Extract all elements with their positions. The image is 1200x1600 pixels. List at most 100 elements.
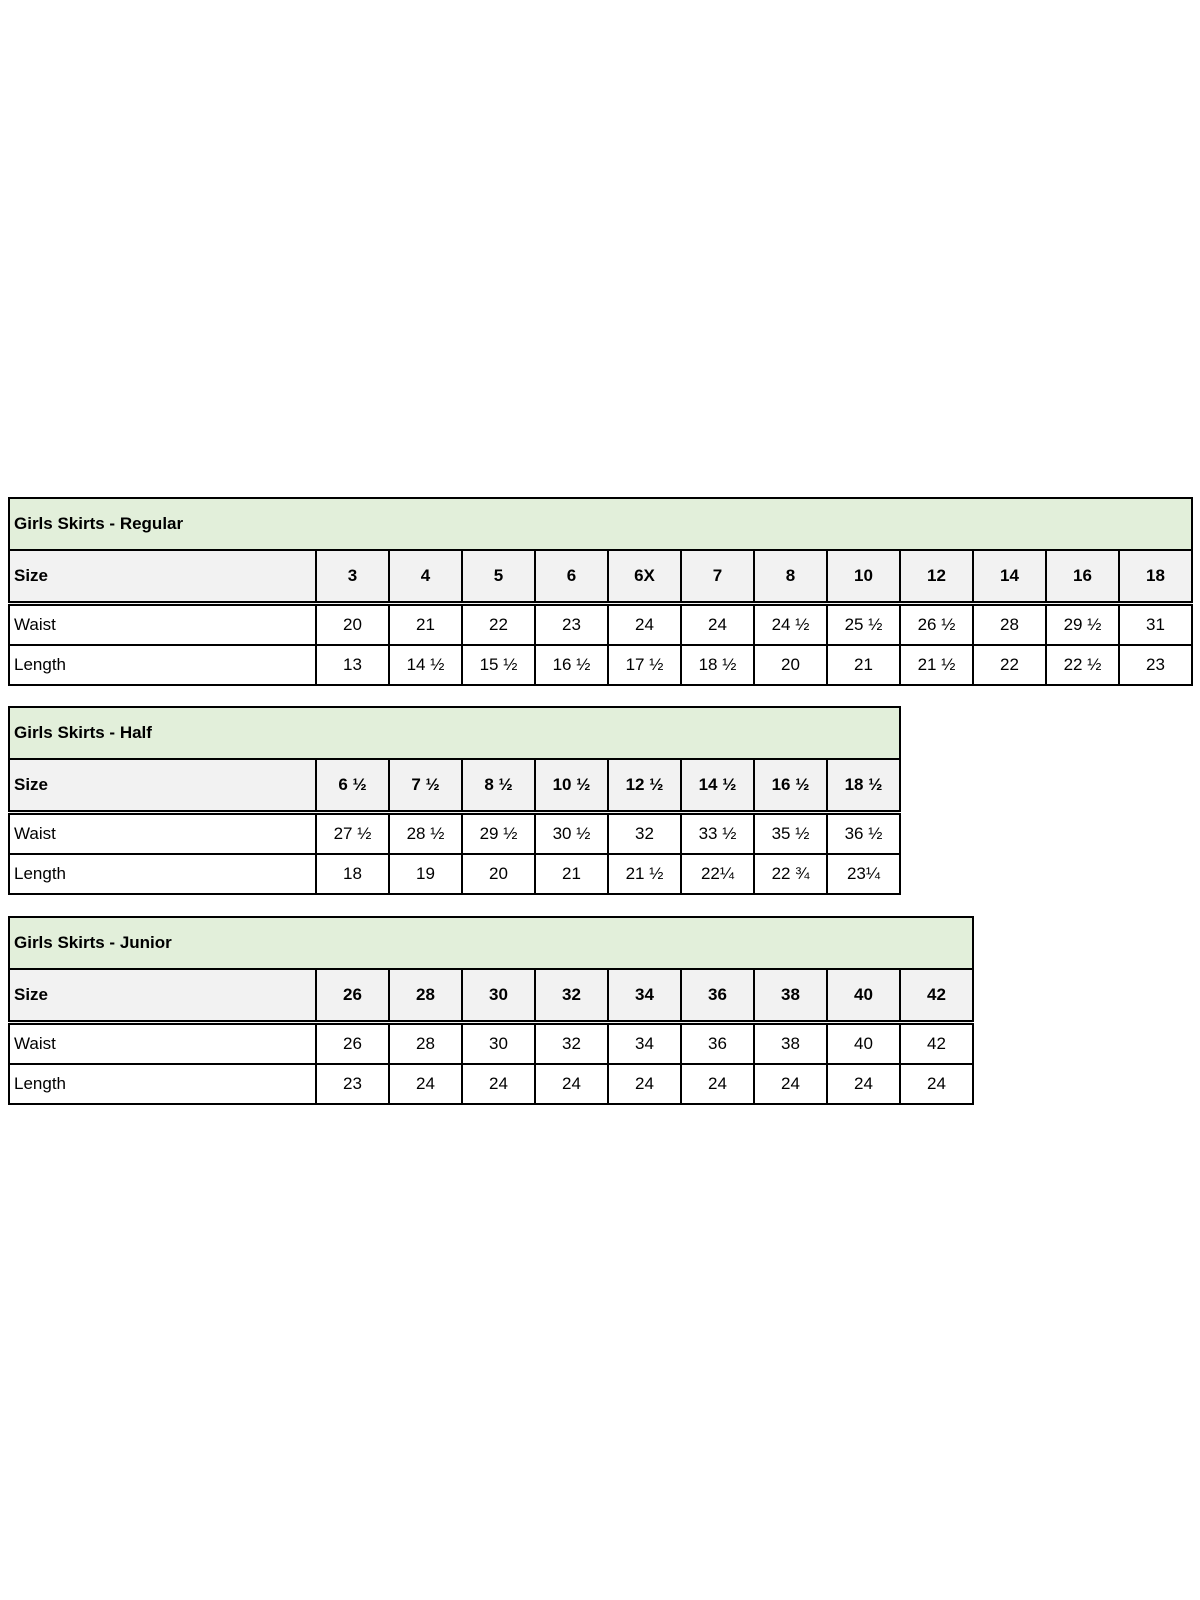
size-header-row: Size 26 28 30 32 34 36 38 40 42 [8, 968, 974, 1025]
measurement-cell: 24 [607, 602, 682, 646]
measurement-cell: 32 [534, 1021, 609, 1065]
row-label: Length [8, 853, 317, 895]
table-title-row: Girls Skirts - Junior [8, 916, 974, 970]
measurement-cell: 18 [315, 853, 390, 895]
measurement-cell: 20 [315, 602, 390, 646]
table-row: Length 18 19 20 21 21 ½ 22¼ 22 ¾ 23¼ [8, 853, 901, 895]
table-row: Waist 26 28 30 32 34 36 38 40 42 [8, 1021, 974, 1065]
size-header-cell: 6 ½ [315, 758, 390, 815]
size-header-cell: 6 [534, 549, 609, 606]
measurement-cell: 23¼ [826, 853, 901, 895]
measurement-cell: 24 [461, 1063, 536, 1105]
size-header-cell: 8 ½ [461, 758, 536, 815]
measurement-cell: 34 [607, 1021, 682, 1065]
size-header-cell: 6X [607, 549, 682, 606]
measurement-cell: 26 [315, 1021, 390, 1065]
measurement-cell: 24 [388, 1063, 463, 1105]
size-label: Size [8, 968, 317, 1025]
row-label: Length [8, 1063, 317, 1105]
size-header-cell: 12 ½ [607, 758, 682, 815]
measurement-cell: 21 [826, 644, 901, 686]
measurement-cell: 23 [315, 1063, 390, 1105]
measurement-cell: 26 ½ [899, 602, 974, 646]
table-title: Girls Skirts - Half [8, 706, 901, 760]
measurement-cell: 40 [826, 1021, 901, 1065]
measurement-cell: 30 [461, 1021, 536, 1065]
size-header-cell: 42 [899, 968, 974, 1025]
measurement-cell: 29 ½ [1045, 602, 1120, 646]
measurement-cell: 24 [607, 1063, 682, 1105]
measurement-cell: 21 ½ [607, 853, 682, 895]
measurement-cell: 24 [899, 1063, 974, 1105]
measurement-cell: 22 [461, 602, 536, 646]
table-row: Waist 27 ½ 28 ½ 29 ½ 30 ½ 32 33 ½ 35 ½ 36 ½ [8, 811, 901, 855]
measurement-cell: 22¼ [680, 853, 755, 895]
measurement-cell: 17 ½ [607, 644, 682, 686]
measurement-cell: 21 [534, 853, 609, 895]
row-label: Waist [8, 602, 317, 646]
measurement-cell: 20 [461, 853, 536, 895]
size-header-cell: 32 [534, 968, 609, 1025]
measurement-cell: 35 ½ [753, 811, 828, 855]
size-header-cell: 10 [826, 549, 901, 606]
size-label: Size [8, 758, 317, 815]
size-header-row: Size 3 4 5 6 6X 7 8 10 12 14 16 18 [8, 549, 1193, 606]
size-header-cell: 30 [461, 968, 536, 1025]
size-header-cell: 16 ½ [753, 758, 828, 815]
measurement-cell: 38 [753, 1021, 828, 1065]
size-header-cell: 36 [680, 968, 755, 1025]
measurement-cell: 30 ½ [534, 811, 609, 855]
size-header-cell: 14 [972, 549, 1047, 606]
row-label: Waist [8, 811, 317, 855]
measurement-cell: 13 [315, 644, 390, 686]
table-title-row: Girls Skirts - Regular [8, 497, 1193, 551]
measurement-cell: 15 ½ [461, 644, 536, 686]
measurement-cell: 36 ½ [826, 811, 901, 855]
size-header-cell: 38 [753, 968, 828, 1025]
size-header-cell: 28 [388, 968, 463, 1025]
size-label: Size [8, 549, 317, 606]
size-header-cell: 18 ½ [826, 758, 901, 815]
measurement-cell: 31 [1118, 602, 1193, 646]
junior-size-table: Girls Skirts - Junior Size 26 28 30 32 34 36 38 4… [8, 916, 974, 1105]
measurement-cell: 22 ¾ [753, 853, 828, 895]
measurement-cell: 21 [388, 602, 463, 646]
size-header-cell: 12 [899, 549, 974, 606]
table-title: Girls Skirts - Junior [8, 916, 974, 970]
measurement-cell: 22 [972, 644, 1047, 686]
table-row: Length 13 14 ½ 15 ½ 16 ½ 17 ½ 18 ½ 20 21 21 ½ 22 22… [8, 644, 1193, 686]
table-title: Girls Skirts - Regular [8, 497, 1193, 551]
measurement-cell: 32 [607, 811, 682, 855]
row-label: Waist [8, 1021, 317, 1065]
measurement-cell: 24 [753, 1063, 828, 1105]
measurement-cell: 21 ½ [899, 644, 974, 686]
measurement-cell: 24 [534, 1063, 609, 1105]
table-row: Waist 20 21 22 23 24 24 24 ½ 25 ½ 26 ½ 28 29 ½ 31 [8, 602, 1193, 646]
size-header-cell: 14 ½ [680, 758, 755, 815]
table-row: Length 23 24 24 24 24 24 24 24 24 [8, 1063, 974, 1105]
measurement-cell: 28 ½ [388, 811, 463, 855]
measurement-cell: 24 [680, 1063, 755, 1105]
regular-size-table: Girls Skirts - Regular Size 3 4 5 6 6X 7 8 10 12 14… [8, 497, 1193, 686]
measurement-cell: 22 ½ [1045, 644, 1120, 686]
row-label: Length [8, 644, 317, 686]
measurement-cell: 33 ½ [680, 811, 755, 855]
measurement-cell: 19 [388, 853, 463, 895]
size-header-cell: 8 [753, 549, 828, 606]
measurement-cell: 24 [680, 602, 755, 646]
measurement-cell: 14 ½ [388, 644, 463, 686]
size-header-cell: 16 [1045, 549, 1120, 606]
measurement-cell: 24 [826, 1063, 901, 1105]
measurement-cell: 27 ½ [315, 811, 390, 855]
size-header-cell: 26 [315, 968, 390, 1025]
measurement-cell: 23 [1118, 644, 1193, 686]
measurement-cell: 23 [534, 602, 609, 646]
measurement-cell: 42 [899, 1021, 974, 1065]
measurement-cell: 36 [680, 1021, 755, 1065]
measurement-cell: 16 ½ [534, 644, 609, 686]
measurement-cell: 28 [388, 1021, 463, 1065]
table-title-row: Girls Skirts - Half [8, 706, 901, 760]
measurement-cell: 24 ½ [753, 602, 828, 646]
size-header-cell: 5 [461, 549, 536, 606]
